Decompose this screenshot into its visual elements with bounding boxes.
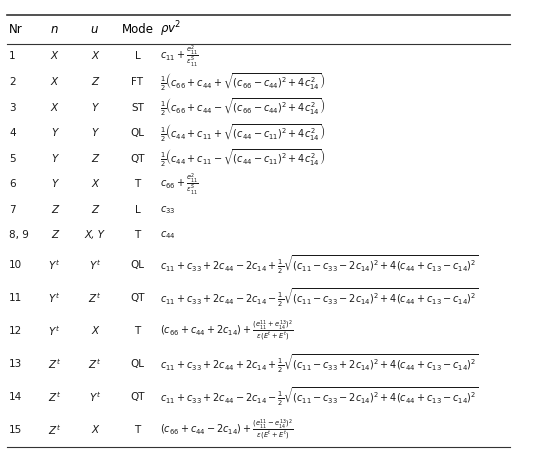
Text: 3: 3 — [9, 102, 16, 112]
Text: $c_{11} + \frac{e_{11}^{2}}{\varepsilon_{11}^{S}}$: $c_{11} + \frac{e_{11}^{2}}{\varepsilon_… — [160, 44, 199, 69]
Text: Nr: Nr — [9, 23, 23, 36]
Text: Mode: Mode — [121, 23, 153, 36]
Text: $c_{11}+c_{33}+2c_{44}-2c_{14}+\frac{1}{2}\sqrt{(c_{11}-c_{33}-2c_{14})^2+4(c_{4: $c_{11}+c_{33}+2c_{44}-2c_{14}+\frac{1}{… — [160, 254, 479, 276]
Text: $c_{11}+c_{33}+2c_{44}-2c_{14}-\frac{1}{2}\sqrt{(c_{11}-c_{33}-2c_{14})^2+4(c_{4: $c_{11}+c_{33}+2c_{44}-2c_{14}-\frac{1}{… — [160, 386, 479, 408]
Text: $\rho v^2$: $\rho v^2$ — [160, 20, 182, 39]
Text: Y: Y — [91, 128, 98, 138]
Text: $n$: $n$ — [50, 23, 59, 36]
Text: $Z^{t}$: $Z^{t}$ — [88, 357, 101, 371]
Text: Z: Z — [91, 154, 98, 164]
Text: Z: Z — [91, 77, 98, 87]
Text: QL: QL — [131, 260, 145, 270]
Text: 8, 9: 8, 9 — [9, 230, 29, 240]
Text: QT: QT — [130, 392, 145, 402]
Text: $Y^{t}$: $Y^{t}$ — [48, 258, 60, 271]
Text: $c_{44}$: $c_{44}$ — [160, 229, 176, 241]
Text: X, Y: X, Y — [85, 230, 104, 240]
Text: $c_{66} + \frac{e_{11}^{2}}{\varepsilon_{11}^{S}}$: $c_{66} + \frac{e_{11}^{2}}{\varepsilon_… — [160, 172, 199, 197]
Text: $c_{11}+c_{33}+2c_{44}-2c_{14}-\frac{1}{2}\sqrt{(c_{11}-c_{33}-2c_{14})^2+4(c_{4: $c_{11}+c_{33}+2c_{44}-2c_{14}-\frac{1}{… — [160, 287, 479, 309]
Text: X: X — [51, 77, 58, 87]
Text: 11: 11 — [9, 293, 22, 303]
Text: Z: Z — [51, 230, 58, 240]
Text: 15: 15 — [9, 425, 22, 435]
Text: $\frac{1}{2}\left(c_{66} + c_{44} + \sqrt{(c_{66}-c_{44})^2 + 4c_{14}^{2}}\right: $\frac{1}{2}\left(c_{66} + c_{44} + \sqr… — [160, 71, 326, 93]
Text: $\left(c_{66}+c_{44}-2c_{14}\right)+\frac{(e_{11}^{11}-e_{14}^{13})^2}{\varepsil: $\left(c_{66}+c_{44}-2c_{14}\right)+\fra… — [160, 418, 294, 442]
Text: X: X — [91, 179, 98, 189]
Text: Y: Y — [51, 154, 58, 164]
Text: T: T — [134, 326, 140, 336]
Text: $Z^{t}$: $Z^{t}$ — [48, 390, 61, 404]
Text: Y: Y — [51, 179, 58, 189]
Text: ST: ST — [131, 102, 144, 112]
Text: 12: 12 — [9, 326, 22, 336]
Text: T: T — [134, 179, 140, 189]
Text: $\left(c_{66}+c_{44}+2c_{14}\right)+\frac{(e_{11}^{11}+e_{14}^{13})^2}{\varepsil: $\left(c_{66}+c_{44}+2c_{14}\right)+\fra… — [160, 319, 294, 343]
Text: QL: QL — [131, 128, 145, 138]
Text: X: X — [51, 52, 58, 61]
Text: X: X — [91, 326, 98, 336]
Text: $c_{33}$: $c_{33}$ — [160, 204, 176, 216]
Text: 13: 13 — [9, 359, 22, 369]
Text: $Y^{t}$: $Y^{t}$ — [48, 291, 60, 305]
Text: Z: Z — [91, 205, 98, 215]
Text: QT: QT — [130, 293, 145, 303]
Text: $Y^{t}$: $Y^{t}$ — [89, 390, 101, 404]
Text: $Z^{t}$: $Z^{t}$ — [88, 291, 101, 305]
Text: T: T — [134, 230, 140, 240]
Text: 10: 10 — [9, 260, 22, 270]
Text: L: L — [134, 52, 140, 61]
Text: $Z^{t}$: $Z^{t}$ — [48, 423, 61, 437]
Text: 14: 14 — [9, 392, 22, 402]
Text: $c_{11}+c_{33}+2c_{44}+2c_{14}+\frac{1}{2}\sqrt{(c_{11}-c_{33}+2c_{14})^2+4(c_{4: $c_{11}+c_{33}+2c_{44}+2c_{14}+\frac{1}{… — [160, 353, 479, 375]
Text: QT: QT — [130, 154, 145, 164]
Text: $Y^{t}$: $Y^{t}$ — [89, 258, 101, 271]
Text: Y: Y — [91, 102, 98, 112]
Text: $\frac{1}{2}\left(c_{44} + c_{11} - \sqrt{(c_{44}-c_{11})^2 + 4c_{14}^{2}}\right: $\frac{1}{2}\left(c_{44} + c_{11} - \sqr… — [160, 148, 326, 170]
Text: 5: 5 — [9, 154, 16, 164]
Text: $\frac{1}{2}\left(c_{44} + c_{11} + \sqrt{(c_{44}-c_{11})^2 + 4c_{14}^{2}}\right: $\frac{1}{2}\left(c_{44} + c_{11} + \sqr… — [160, 122, 326, 144]
Text: X: X — [91, 52, 98, 61]
Text: 1: 1 — [9, 52, 16, 61]
Text: $Y^{t}$: $Y^{t}$ — [48, 324, 60, 338]
Text: $\frac{1}{2}\left(c_{66} + c_{44} - \sqrt{(c_{66}-c_{44})^2 + 4c_{14}^{2}}\right: $\frac{1}{2}\left(c_{66} + c_{44} - \sqr… — [160, 97, 326, 118]
Text: 2: 2 — [9, 77, 16, 87]
Text: 7: 7 — [9, 205, 16, 215]
Text: $Z^{t}$: $Z^{t}$ — [48, 357, 61, 371]
Text: X: X — [91, 425, 98, 435]
Text: 6: 6 — [9, 179, 16, 189]
Text: Y: Y — [51, 128, 58, 138]
Text: QL: QL — [131, 359, 145, 369]
Text: FT: FT — [132, 77, 144, 87]
Text: 4: 4 — [9, 128, 16, 138]
Text: $u$: $u$ — [90, 23, 99, 36]
Text: X: X — [51, 102, 58, 112]
Text: L: L — [134, 205, 140, 215]
Text: T: T — [134, 425, 140, 435]
Text: Z: Z — [51, 205, 58, 215]
